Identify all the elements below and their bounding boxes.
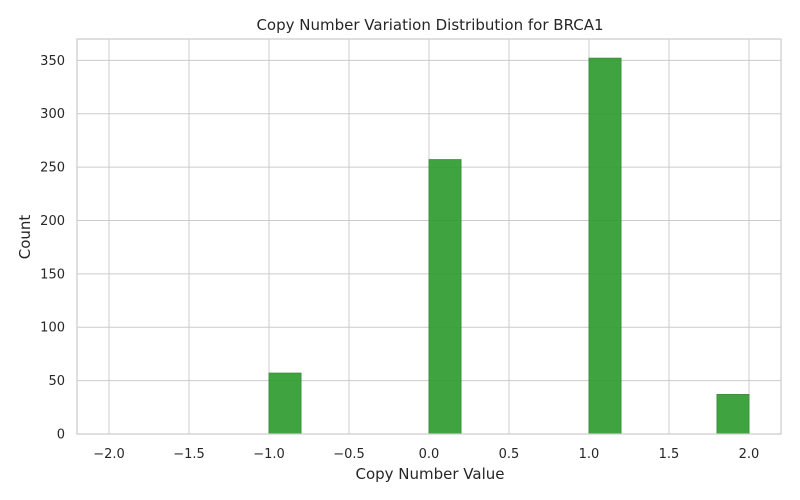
histogram-bar bbox=[716, 394, 750, 435]
y-tick-label: 250 bbox=[40, 161, 65, 176]
x-tick-label: 0.0 bbox=[419, 447, 440, 462]
histogram-bar bbox=[428, 159, 462, 435]
x-tick-label: 2.0 bbox=[739, 447, 760, 462]
x-tick-label: −0.5 bbox=[333, 447, 365, 462]
y-tick-label: 200 bbox=[40, 214, 65, 229]
x-axis-label: Copy Number Value bbox=[355, 465, 504, 483]
y-tick-label: 300 bbox=[40, 107, 65, 122]
y-axis-label: Count bbox=[16, 215, 34, 260]
y-tick-label: 50 bbox=[48, 374, 65, 389]
x-tick-label: −2.0 bbox=[93, 447, 125, 462]
y-tick-label: 150 bbox=[40, 267, 65, 282]
y-tick-label: 0 bbox=[57, 428, 65, 443]
histogram-bar bbox=[268, 372, 302, 435]
bars bbox=[268, 57, 750, 435]
chart-title: Copy Number Variation Distribution for B… bbox=[256, 16, 603, 34]
x-tick-label: 1.5 bbox=[659, 447, 680, 462]
x-tick-label: −1.0 bbox=[253, 447, 285, 462]
histogram-bar bbox=[588, 57, 622, 435]
plot-frame bbox=[76, 38, 782, 435]
x-axis-ticks: −2.0 −1.5 −1.0 −0.5 0.0 0.5 1.0 1.5 2.0 bbox=[93, 447, 759, 462]
y-tick-label: 350 bbox=[40, 54, 65, 69]
x-tick-label: 0.5 bbox=[499, 447, 520, 462]
y-tick-label: 100 bbox=[40, 321, 65, 336]
x-tick-label: 1.0 bbox=[579, 447, 600, 462]
y-axis-ticks: 0 50 100 150 200 250 300 350 bbox=[40, 54, 65, 443]
x-tick-label: −1.5 bbox=[173, 447, 205, 462]
